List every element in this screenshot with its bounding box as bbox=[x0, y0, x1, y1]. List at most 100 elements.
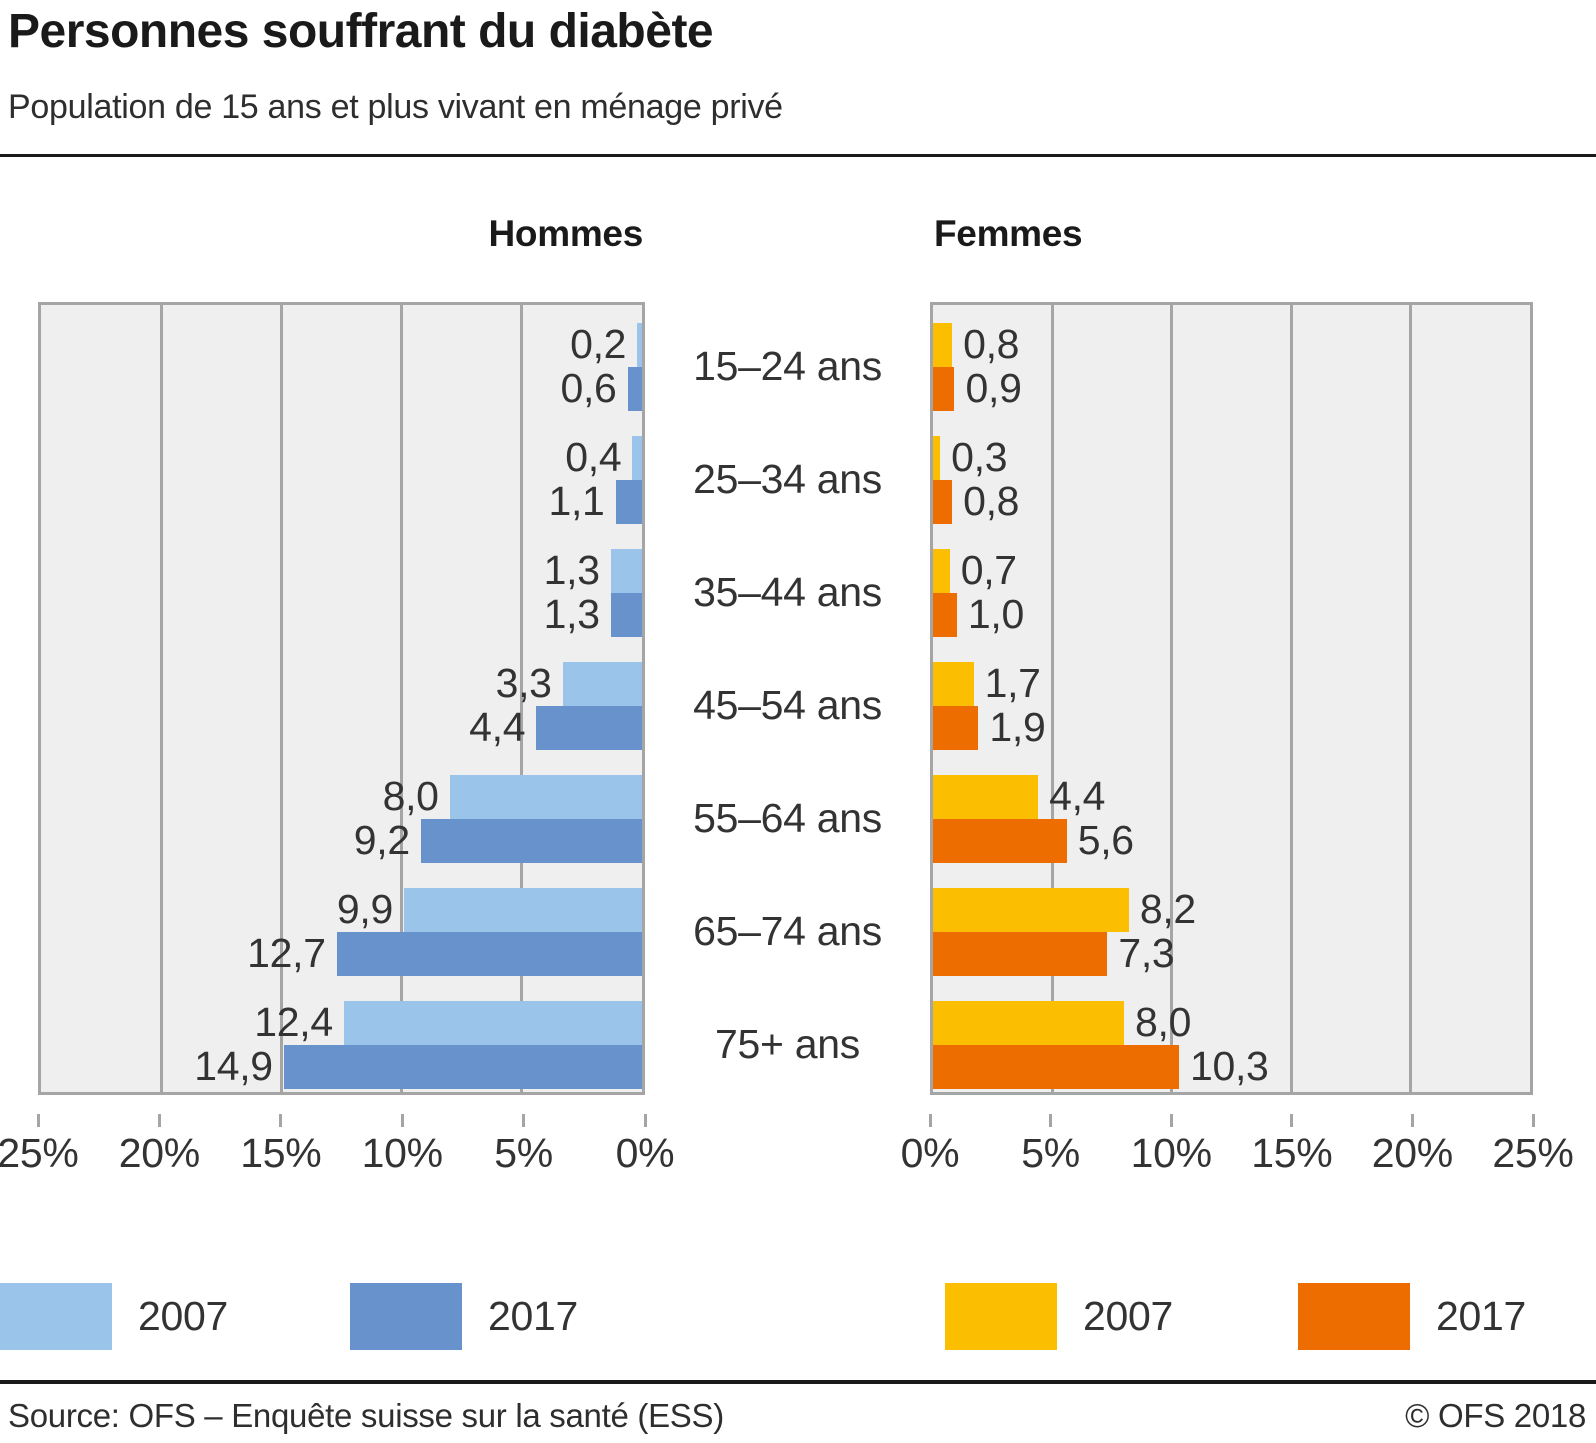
axis-label-hommes-0%: 0% bbox=[615, 1129, 675, 1176]
age-label-3: 45–54 ans bbox=[693, 682, 882, 729]
bar-value-label-femmes-2017-6: 10,3 bbox=[1189, 1043, 1269, 1090]
bar-value-label-hommes-2007-2: 1,3 bbox=[543, 547, 600, 594]
bar-group-femmes-3: 1,7 1,9 bbox=[933, 660, 1530, 750]
axis-label-hommes-5%: 5% bbox=[494, 1129, 553, 1176]
bar-femmes-2007-6 bbox=[933, 1000, 1125, 1045]
tick-femmes-0 bbox=[928, 1113, 932, 1127]
bar-value-label-femmes-2007-5: 8,2 bbox=[1139, 886, 1196, 933]
bar-value-label-hommes-2007-0: 0,2 bbox=[570, 321, 627, 368]
axis-row: 25% 20% 15% 10% 5% 0% 0% 5% 10% 15% 20% 25% bbox=[0, 1129, 1596, 1179]
bar-value-label-femmes-2017-5: 7,3 bbox=[1118, 930, 1175, 977]
bar-value-label-hommes-2007-3: 3,3 bbox=[495, 660, 552, 707]
tick-femmes-3 bbox=[1290, 1113, 1294, 1127]
bar-row-hommes-2017-2: 1,3 bbox=[41, 591, 642, 638]
bar-row-hommes-2017-5: 12,7 bbox=[41, 930, 642, 977]
bar-row-hommes-2007-3: 3,3 bbox=[41, 660, 642, 707]
age-labels-column: 15–24 ans 25–34 ans 35–44 ans 45–54 ans 55–6… bbox=[645, 302, 930, 1114]
axis-femmes: 0% 5% 10% 15% 20% 25% bbox=[901, 1129, 1574, 1179]
axis-label-femmes-25%: 25% bbox=[1492, 1129, 1574, 1176]
footer-source: Source: OFS – Enquête suisse sur la sant… bbox=[8, 1396, 724, 1434]
bar-row-femmes-2007-3: 1,7 bbox=[933, 660, 1530, 707]
gridline-hommes bbox=[279, 304, 283, 1092]
gridline-hommes bbox=[159, 304, 163, 1092]
bar-group-femmes-2: 0,7 1,0 bbox=[933, 547, 1530, 638]
bar-value-label-hommes-2017-3: 4,4 bbox=[469, 704, 526, 751]
tick-femmes-5 bbox=[1531, 1113, 1535, 1127]
bar-row-femmes-2007-1: 0,3 bbox=[933, 435, 1530, 480]
bar-value-label-hommes-2007-6: 12,4 bbox=[254, 999, 333, 1046]
bar-value-label-femmes-2007-3: 1,7 bbox=[984, 660, 1041, 707]
ticks-femmes bbox=[928, 1113, 1535, 1127]
bar-hommes-2007-5 bbox=[404, 887, 642, 932]
age-label-6: 75+ ans bbox=[715, 1021, 860, 1068]
legend-item-femmes-2007: 2007 bbox=[945, 1282, 1174, 1350]
bar-value-label-femmes-2017-4: 5,6 bbox=[1077, 817, 1134, 864]
bar-row-hommes-2007-1: 0,4 bbox=[41, 434, 642, 481]
age-label-4: 55–64 ans bbox=[693, 795, 882, 842]
axis-label-femmes-5%: 5% bbox=[1021, 1129, 1080, 1176]
bar-row-femmes-2017-4: 5,6 bbox=[933, 817, 1530, 864]
axis-label-hommes-25%: 25% bbox=[0, 1129, 79, 1176]
bar-value-label-hommes-2017-4: 9,2 bbox=[353, 817, 410, 864]
gridline-hommes bbox=[400, 304, 404, 1092]
footer: Source: OFS – Enquête suisse sur la sant… bbox=[0, 1396, 1596, 1434]
bar-row-hommes-2007-2: 1,3 bbox=[41, 547, 642, 594]
bar-group-femmes-6: 8,0 10,3 bbox=[933, 999, 1530, 1090]
gridline-femmes bbox=[1289, 304, 1293, 1092]
bar-femmes-2007-0 bbox=[933, 322, 953, 367]
bar-value-label-hommes-2007-1: 0,4 bbox=[565, 434, 622, 481]
bar-femmes-2007-1 bbox=[933, 435, 941, 480]
bar-value-label-hommes-2017-5: 12,7 bbox=[247, 930, 326, 977]
gridline-hommes bbox=[520, 304, 524, 1092]
bar-value-label-femmes-2017-0: 0,9 bbox=[965, 365, 1022, 412]
bar-femmes-2017-2 bbox=[933, 592, 957, 637]
bar-row-femmes-2017-2: 1,0 bbox=[933, 591, 1530, 638]
age-label-1: 25–34 ans bbox=[693, 456, 882, 503]
legend-item-hommes-2017: 2017 bbox=[350, 1282, 579, 1350]
bar-row-femmes-2017-1: 0,8 bbox=[933, 478, 1530, 525]
bar-group-hommes-1: 0,4 1,1 bbox=[41, 434, 642, 524]
bar-value-label-femmes-2007-6: 8,0 bbox=[1135, 999, 1192, 1046]
bar-value-label-hommes-2017-0: 0,6 bbox=[560, 365, 617, 412]
legend-label-femmes-2007: 2007 bbox=[1083, 1292, 1174, 1339]
bar-group-hommes-6: 12,4 14,9 bbox=[41, 999, 642, 1089]
tick-femmes-2 bbox=[1169, 1113, 1173, 1127]
bar-row-femmes-2017-5: 7,3 bbox=[933, 930, 1530, 977]
bar-value-label-hommes-2017-2: 1,3 bbox=[543, 591, 600, 638]
tick-hommes-2 bbox=[279, 1113, 283, 1127]
legend-item-hommes-2007: 2007 bbox=[0, 1282, 228, 1350]
bar-value-label-femmes-2017-2: 1,0 bbox=[967, 591, 1024, 638]
legend-swatch-hommes-2007 bbox=[0, 1282, 112, 1350]
page-subtitle: Population de 15 ans et plus vivant en m… bbox=[8, 87, 783, 126]
bar-row-hommes-2007-5: 9,9 bbox=[41, 887, 642, 932]
bar-femmes-2017-4 bbox=[933, 818, 1067, 863]
axis-label-femmes-15%: 15% bbox=[1251, 1129, 1333, 1176]
plot-hommes: 0,2 0,6 0,4 1,1 1,3 1,3 3,3 4,4 8,0 9,2 9,9 12,7 12,… bbox=[38, 301, 645, 1095]
bar-row-hommes-2007-4: 8,0 bbox=[41, 774, 642, 819]
age-label-0: 15–24 ans bbox=[693, 343, 882, 390]
bar-row-hommes-2007-0: 0,2 bbox=[41, 321, 642, 368]
bar-rows-femmes: 0,8 0,9 0,3 0,8 0,7 1,0 1,7 1,9 4,4 5,6 8,2 7,3 8,0 1… bbox=[933, 305, 1530, 1089]
tick-hommes-1 bbox=[157, 1113, 161, 1127]
bar-row-hommes-2017-0: 0,6 bbox=[41, 365, 642, 412]
plot-femmes: 0,8 0,9 0,3 0,8 0,7 1,0 1,7 1,9 4,4 5,6 8,2 7,3 8,0 1… bbox=[930, 301, 1533, 1095]
tick-hommes-4 bbox=[522, 1113, 526, 1127]
bar-femmes-2007-5 bbox=[933, 887, 1129, 932]
bar-femmes-2007-4 bbox=[933, 774, 1039, 819]
footer-rule bbox=[0, 1379, 1596, 1384]
bar-group-hommes-5: 9,9 12,7 bbox=[41, 887, 642, 977]
bar-row-femmes-2007-4: 4,4 bbox=[933, 774, 1530, 819]
bar-value-label-femmes-2017-1: 0,8 bbox=[963, 478, 1020, 525]
bar-hommes-2007-0 bbox=[637, 322, 642, 367]
bar-row-hommes-2007-6: 12,4 bbox=[41, 999, 642, 1046]
bar-row-hommes-2017-6: 14,9 bbox=[41, 1044, 642, 1089]
legend-label-hommes-2017: 2017 bbox=[488, 1292, 579, 1339]
axis-hommes: 25% 20% 15% 10% 5% 0% bbox=[0, 1129, 675, 1179]
bar-row-hommes-2017-1: 1,1 bbox=[41, 479, 642, 524]
bar-hommes-2007-4 bbox=[449, 774, 642, 819]
bar-row-femmes-2017-3: 1,9 bbox=[933, 705, 1530, 750]
bar-hommes-2007-1 bbox=[632, 435, 642, 480]
bar-value-label-femmes-2007-2: 0,7 bbox=[960, 547, 1017, 594]
bar-row-femmes-2007-6: 8,0 bbox=[933, 999, 1530, 1046]
